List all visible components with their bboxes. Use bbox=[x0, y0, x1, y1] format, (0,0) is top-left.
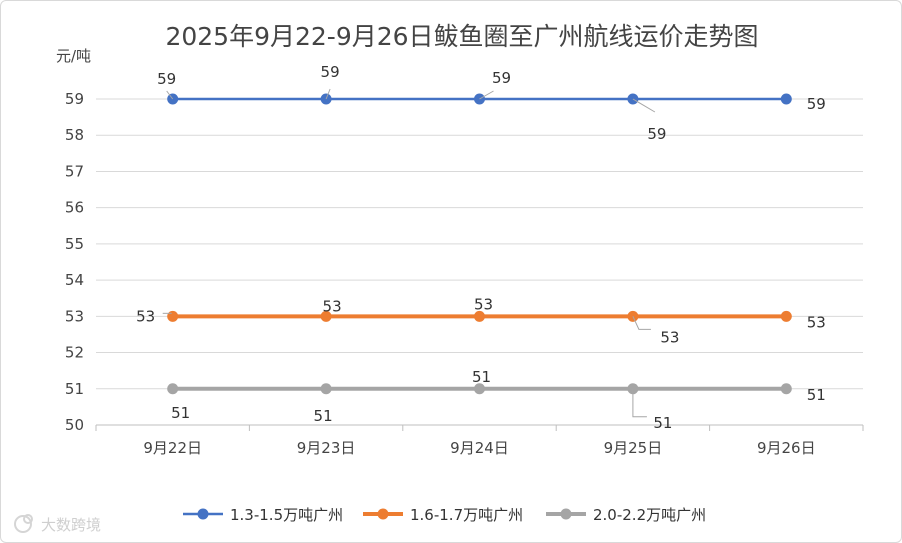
y-tick-label: 57 bbox=[65, 162, 84, 180]
y-axis-unit-label: 元/吨 bbox=[56, 47, 91, 65]
data-label: 51 bbox=[653, 414, 672, 432]
y-tick-label: 56 bbox=[65, 199, 84, 217]
data-label: 51 bbox=[171, 404, 190, 422]
data-labels: 59 59 59 59 59 53 53 53 53 53 51 51 51 51 51 bbox=[136, 63, 826, 432]
x-tick-label: 9月26日 bbox=[757, 439, 816, 457]
data-label: 59 bbox=[647, 125, 666, 143]
legend-label: 1.3-1.5万吨广州 bbox=[230, 506, 343, 524]
data-label: 51 bbox=[314, 407, 333, 425]
legend-marker-icon bbox=[560, 508, 572, 520]
data-label: 53 bbox=[323, 297, 342, 315]
data-point bbox=[167, 383, 179, 395]
data-label: 59 bbox=[492, 69, 511, 87]
series-2 bbox=[167, 310, 792, 322]
legend-label: 1.6-1.7万吨广州 bbox=[410, 506, 523, 524]
data-label: 51 bbox=[472, 368, 491, 386]
legend-marker-icon bbox=[377, 508, 389, 520]
y-tick-label: 54 bbox=[65, 271, 84, 289]
y-tick-label: 52 bbox=[65, 344, 84, 362]
data-label: 53 bbox=[660, 328, 679, 346]
data-label: 59 bbox=[321, 63, 340, 81]
x-tick-label: 9月25日 bbox=[604, 439, 663, 457]
watermark: 大数跨境 bbox=[14, 514, 101, 534]
y-tick-label: 59 bbox=[65, 90, 84, 108]
data-point bbox=[780, 310, 792, 322]
data-label-leader-line bbox=[325, 88, 331, 100]
data-point bbox=[474, 310, 485, 322]
watermark-logo-icon bbox=[14, 514, 33, 533]
x-tick-label: 9月24日 bbox=[450, 439, 509, 457]
data-label: 53 bbox=[474, 295, 493, 313]
x-axis bbox=[95, 424, 864, 431]
data-point bbox=[320, 383, 332, 395]
data-label-leader-line bbox=[632, 98, 656, 113]
data-label-leader-line bbox=[166, 90, 174, 100]
legend-item: 1.6-1.7万吨广州 bbox=[363, 506, 523, 524]
watermark-text: 大数跨境 bbox=[41, 516, 101, 534]
legend-item: 1.3-1.5万吨广州 bbox=[183, 506, 343, 524]
data-label-leader-line bbox=[479, 90, 494, 100]
data-label: 59 bbox=[157, 70, 176, 88]
y-tick-label: 51 bbox=[65, 380, 84, 398]
data-label: 53 bbox=[136, 307, 155, 325]
y-axis-ticks: 50 51 52 53 54 55 56 57 58 59 bbox=[65, 90, 84, 434]
data-label-leader-line bbox=[632, 316, 651, 330]
y-tick-label: 50 bbox=[65, 416, 84, 434]
data-point bbox=[167, 310, 179, 322]
data-label: 51 bbox=[807, 386, 826, 404]
y-tick-label: 58 bbox=[65, 126, 84, 144]
x-axis-ticks: 9月22日 9月23日 9月24日 9月25日 9月26日 bbox=[143, 439, 815, 457]
legend-marker-icon bbox=[197, 508, 209, 520]
data-label-leader-line bbox=[632, 388, 647, 418]
y-tick-label: 55 bbox=[65, 235, 84, 253]
y-tick-label: 53 bbox=[65, 307, 84, 325]
data-point bbox=[474, 383, 485, 395]
legend-item: 2.0-2.2万吨广州 bbox=[546, 506, 706, 524]
data-point bbox=[320, 310, 332, 322]
data-label: 53 bbox=[807, 313, 826, 331]
data-label: 59 bbox=[807, 95, 826, 113]
data-point bbox=[780, 383, 792, 395]
gridlines bbox=[96, 98, 863, 390]
legend: 1.3-1.5万吨广州 1.6-1.7万吨广州 2.0-2.2万吨广州 bbox=[183, 506, 706, 524]
legend-label: 2.0-2.2万吨广州 bbox=[593, 506, 706, 524]
x-tick-label: 9月23日 bbox=[297, 439, 356, 457]
data-point bbox=[780, 93, 792, 105]
chart-title: 2025年9月22-9月26日鲅鱼圈至广州航线运价走势图 bbox=[165, 22, 758, 51]
x-tick-label: 9月22日 bbox=[143, 439, 202, 457]
